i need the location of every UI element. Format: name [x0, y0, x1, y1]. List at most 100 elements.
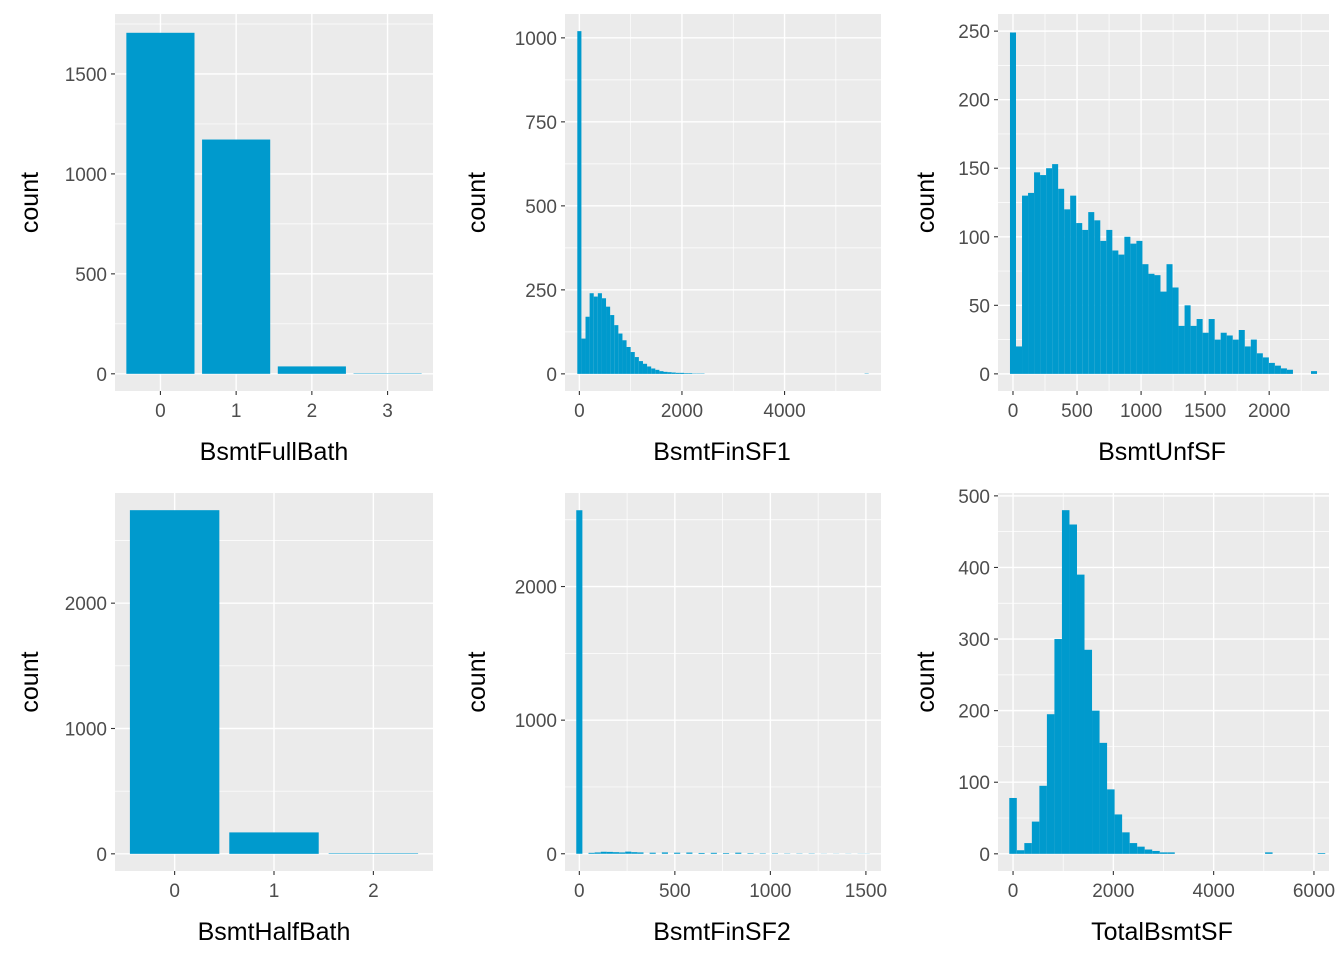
histogram-bar: [1046, 168, 1053, 374]
histogram-bar: [1148, 273, 1155, 374]
histogram-bar: [619, 852, 626, 854]
histogram-bar: [1076, 574, 1085, 854]
x-tick-label: 1: [231, 401, 242, 422]
histogram-bar: [1046, 714, 1055, 854]
histogram-bar: [1317, 853, 1326, 854]
histogram-bar: [1202, 332, 1209, 374]
histogram-bar: [585, 316, 590, 374]
y-tick-label: 250: [525, 281, 557, 302]
histogram-bar: [1152, 850, 1160, 854]
histogram-bar: [1166, 264, 1173, 374]
histogram-bar: [1130, 243, 1137, 374]
x-tick-label: 6000: [1293, 881, 1335, 902]
y-axis-title: count: [463, 651, 491, 712]
histogram-bar: [597, 293, 602, 374]
x-axis-title: BsmtUnfSF: [1098, 438, 1226, 466]
bar-2: [277, 366, 346, 374]
panel-BsmtHalfBath: 0 1000 2000 0 1 2 BsmtHalfBath count: [16, 493, 433, 946]
histogram-bar: [1061, 510, 1070, 854]
bar-1: [202, 139, 271, 374]
y-tick-label: 750: [525, 113, 557, 134]
bar-0: [129, 510, 220, 854]
x-axis-title: BsmtHalfBath: [198, 918, 351, 946]
histogram-bar: [1099, 742, 1108, 854]
y-tick-label: 150: [958, 159, 990, 180]
x-tick-label: 0: [574, 401, 585, 422]
y-tick-label: 1500: [65, 65, 107, 86]
x-axis-title: BsmtFinSF2: [653, 918, 791, 946]
y-axis-title: count: [912, 651, 940, 712]
x-tick-label: 2000: [1092, 881, 1134, 902]
histogram-bar: [1137, 846, 1145, 854]
histogram-bar: [651, 368, 656, 374]
x-tick-label: 2000: [1248, 401, 1290, 422]
histogram-bar: [577, 31, 582, 374]
histogram-bar: [1016, 850, 1025, 854]
histogram-bar: [1112, 250, 1119, 374]
y-tick-label: 0: [546, 845, 557, 866]
histogram-bar: [1268, 362, 1275, 374]
histogram-bar: [1214, 339, 1221, 374]
histogram-bar: [618, 333, 623, 374]
histogram-bar: [1009, 32, 1016, 374]
bar-1: [229, 832, 319, 854]
histogram-bar: [1084, 649, 1093, 854]
x-tick-label: 2000: [661, 401, 703, 422]
y-tick-label: 0: [546, 365, 557, 386]
histogram-bar: [1184, 305, 1191, 374]
x-tick-label: 0: [155, 401, 166, 422]
histogram-bar: [1167, 852, 1175, 854]
y-tick-label: 0: [979, 365, 990, 386]
histogram-bar: [581, 338, 586, 374]
bar-0: [126, 32, 195, 374]
histogram-bar: [1274, 365, 1281, 374]
histogram-bar: [674, 852, 681, 854]
y-axis-title: count: [16, 651, 44, 712]
histogram-bar: [1064, 209, 1071, 374]
y-tick-label: 1000: [515, 29, 557, 50]
x-tick-label: 2: [307, 401, 318, 422]
x-tick-label: 3: [382, 401, 393, 422]
y-tick-label: 500: [525, 197, 557, 218]
histogram-bar: [1190, 325, 1197, 374]
histogram-bar: [630, 352, 635, 374]
histogram-bar: [1088, 212, 1095, 374]
y-tick-label: 100: [958, 773, 990, 794]
x-tick-label: 500: [659, 881, 691, 902]
histogram-bar: [1154, 275, 1161, 374]
histogram-bar: [1054, 639, 1062, 854]
histogram-bar: [1069, 524, 1077, 854]
x-tick-label: 1000: [1120, 401, 1162, 422]
histogram-bar: [1159, 852, 1168, 854]
histogram-bar: [710, 852, 717, 854]
panel-background: [565, 493, 881, 871]
histogram-bar: [688, 373, 693, 374]
x-tick-label: 0: [169, 881, 180, 902]
y-tick-label: 0: [96, 365, 107, 386]
x-tick-label: 4000: [1193, 881, 1235, 902]
histogram-bar: [1178, 325, 1185, 374]
x-tick-label: 4000: [763, 401, 805, 422]
x-axis-title: BsmtFinSF1: [653, 438, 791, 466]
histogram-bar: [647, 366, 652, 374]
histogram-bar: [1028, 192, 1035, 374]
histogram-bar: [622, 340, 627, 374]
histogram-bar: [1082, 229, 1089, 374]
panel-BsmtFinSF2: 0 1000 2000 0 500 1000 1500 BsmtFinSF2 count: [463, 493, 887, 946]
histogram-bar: [1238, 329, 1245, 374]
histogram-bar: [638, 361, 643, 374]
y-tick-label: 300: [958, 630, 990, 651]
histogram-bar: [1262, 357, 1269, 374]
histogram-bar: [1034, 172, 1041, 374]
histogram-bar: [1129, 843, 1138, 854]
histogram-bar: [675, 372, 680, 374]
y-tick-label: 50: [969, 296, 990, 317]
histogram-bar: [735, 852, 742, 854]
histogram-bar: [642, 363, 648, 374]
x-tick-label: 1000: [749, 881, 791, 902]
x-tick-label: 1: [269, 881, 280, 902]
y-tick-label: 400: [958, 558, 990, 579]
panel-BsmtFullBath: 0 500 1000 1500 0 1 2 3 BsmtFullBath count: [16, 14, 433, 466]
histogram-bar: [606, 851, 613, 854]
